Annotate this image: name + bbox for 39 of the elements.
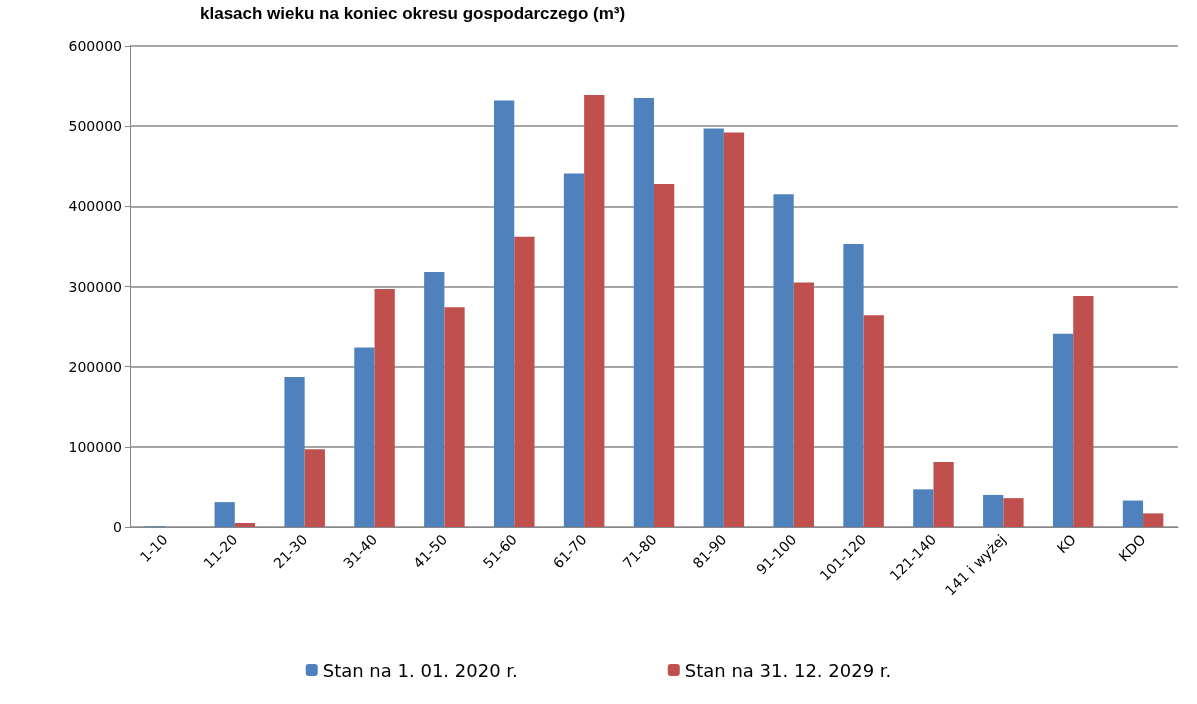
bar xyxy=(933,462,954,527)
bar xyxy=(444,307,465,527)
bar xyxy=(723,132,745,527)
legend-label: Stan na 31. 12. 2029 r. xyxy=(684,659,892,681)
legend-label: Stan na 1. 01. 2020 r. xyxy=(322,659,518,681)
bar xyxy=(1003,498,1024,527)
y-tick-label: 200000 xyxy=(68,358,122,375)
bar xyxy=(773,194,794,527)
bar xyxy=(354,347,375,527)
y-tick-label: 100000 xyxy=(68,438,122,455)
bar xyxy=(284,377,305,527)
y-tick-label: 500000 xyxy=(68,118,122,135)
chart-title: klasach wieku na koniec okresu gospodarczego (m³) xyxy=(200,4,626,23)
y-tick-label: 0 xyxy=(113,519,122,535)
bar xyxy=(494,100,515,527)
y-tick-label: 600000 xyxy=(68,38,122,54)
bar xyxy=(654,183,675,527)
bar xyxy=(863,315,884,527)
bar xyxy=(843,244,864,527)
bar xyxy=(983,494,1004,527)
bar xyxy=(214,502,235,527)
bar xyxy=(793,282,814,527)
bar xyxy=(374,288,395,527)
y-tick-label: 300000 xyxy=(68,278,122,295)
bar xyxy=(913,489,934,527)
bar xyxy=(514,236,535,527)
bar xyxy=(584,94,605,527)
bar xyxy=(563,173,585,527)
bar xyxy=(633,98,654,527)
bar xyxy=(234,522,256,527)
bar xyxy=(1073,296,1094,527)
bar xyxy=(1122,500,1144,527)
bar xyxy=(304,449,325,527)
bar xyxy=(1052,333,1074,527)
x-tick-label: KO xyxy=(1053,531,1079,557)
bar xyxy=(424,272,445,527)
bar xyxy=(1143,513,1164,527)
bar xyxy=(703,128,724,527)
y-tick-label: 400000 xyxy=(68,198,122,215)
